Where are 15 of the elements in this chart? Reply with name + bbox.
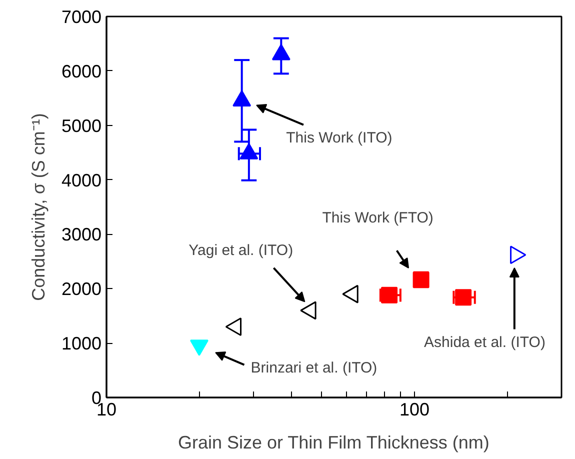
y-axis-title: Conductivity, σ (S cm⁻¹): [28, 113, 48, 301]
annotation: This Work (FTO): [322, 209, 434, 226]
y-tick-label: 1000: [61, 334, 102, 354]
annotation: Brinzari et al. (ITO): [250, 360, 378, 377]
annotation: Ashida et al. (ITO): [424, 334, 546, 352]
annotation: This Work (ITO): [286, 129, 392, 146]
y-tick-label: 3000: [61, 224, 102, 245]
y-tick-label: 4000: [61, 170, 102, 190]
annotation: Yagi et al. (ITO): [188, 242, 294, 260]
x-tick-label: 100: [400, 400, 430, 420]
y-tick-label: 6000: [61, 61, 102, 82]
x-axis-title: Grain Size or Thin Film Thickness (nm): [178, 432, 490, 452]
y-tick-label: 2000: [61, 279, 102, 300]
y-tick-label: 7000: [61, 7, 102, 27]
y-tick-label: 5000: [61, 116, 102, 136]
